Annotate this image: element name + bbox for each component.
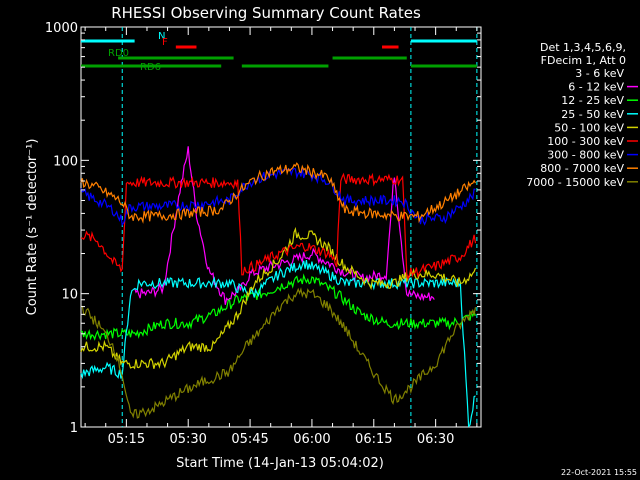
- legend-entry-label: 12 - 25 keV: [561, 94, 624, 107]
- x-axis: 05:15 05:30 05:45 06:00 06:15 06:30: [84, 27, 478, 447]
- series-line: [134, 146, 435, 305]
- legend-header: FDecim 1, Att 0: [541, 54, 626, 67]
- generation-timestamp: 22-Oct-2021 15:55: [561, 468, 637, 477]
- legend-entry-label: 3 - 6 keV: [575, 67, 624, 80]
- series-line: [80, 226, 477, 370]
- legend-entry-label: 100 - 300 keV: [547, 135, 624, 148]
- y-axis: 1 10 100 1000: [45, 21, 481, 436]
- x-tick-label: 06:30: [417, 432, 454, 447]
- y-tick-label: 1000: [45, 21, 78, 36]
- flag-bar-label: RD0: [108, 48, 129, 59]
- legend-entry-label: 6 - 12 keV: [568, 81, 624, 94]
- series-line: [80, 287, 477, 419]
- legend-entry-label: 50 - 100 keV: [554, 121, 624, 134]
- series-line: [80, 260, 476, 428]
- legend-entry-label: 800 - 7000 keV: [540, 162, 624, 175]
- x-tick-label: 06:00: [293, 432, 330, 447]
- marker-lines: [121, 27, 478, 427]
- x-tick-label: 05:30: [169, 432, 206, 447]
- legend-entry-label: 25 - 50 keV: [561, 108, 624, 121]
- flag-bar-label: N: [158, 31, 165, 42]
- y-tick-label: 10: [61, 288, 78, 303]
- plot-frame: [80, 26, 482, 428]
- series-line: [80, 162, 477, 224]
- x-tick-label: 05:45: [231, 432, 268, 447]
- y-tick-label: 100: [53, 154, 78, 169]
- y-tick-label: 1: [70, 421, 78, 436]
- legend: Det 1,3,4,5,6,9,FDecim 1, Att 03 - 6 keV…: [526, 41, 638, 189]
- x-tick-label: 06:15: [355, 432, 392, 447]
- legend-entry-label: 300 - 800 keV: [547, 149, 624, 162]
- series-line: [80, 172, 477, 282]
- chart-title: RHESSI Observing Summary Count Rates: [111, 4, 421, 22]
- series-line: [295, 249, 435, 421]
- flag-bar-label: F: [162, 37, 168, 48]
- series-line: [80, 167, 476, 227]
- series-line: [134, 242, 237, 411]
- flag-bar-label: RD6: [140, 62, 161, 73]
- y-axis-label: Count Rate (s⁻¹ detector⁻¹): [25, 139, 40, 316]
- x-axis-label: Start Time (14-Jan-13 05:04:02): [176, 456, 384, 471]
- flag-bars: NF RD0 RD6: [81, 31, 477, 73]
- data-series: [80, 146, 477, 428]
- x-tick-label: 05:15: [108, 432, 145, 447]
- series-line: [80, 273, 477, 341]
- legend-entry-label: 7000 - 15000 keV: [526, 176, 624, 189]
- legend-header: Det 1,3,4,5,6,9,: [540, 41, 626, 54]
